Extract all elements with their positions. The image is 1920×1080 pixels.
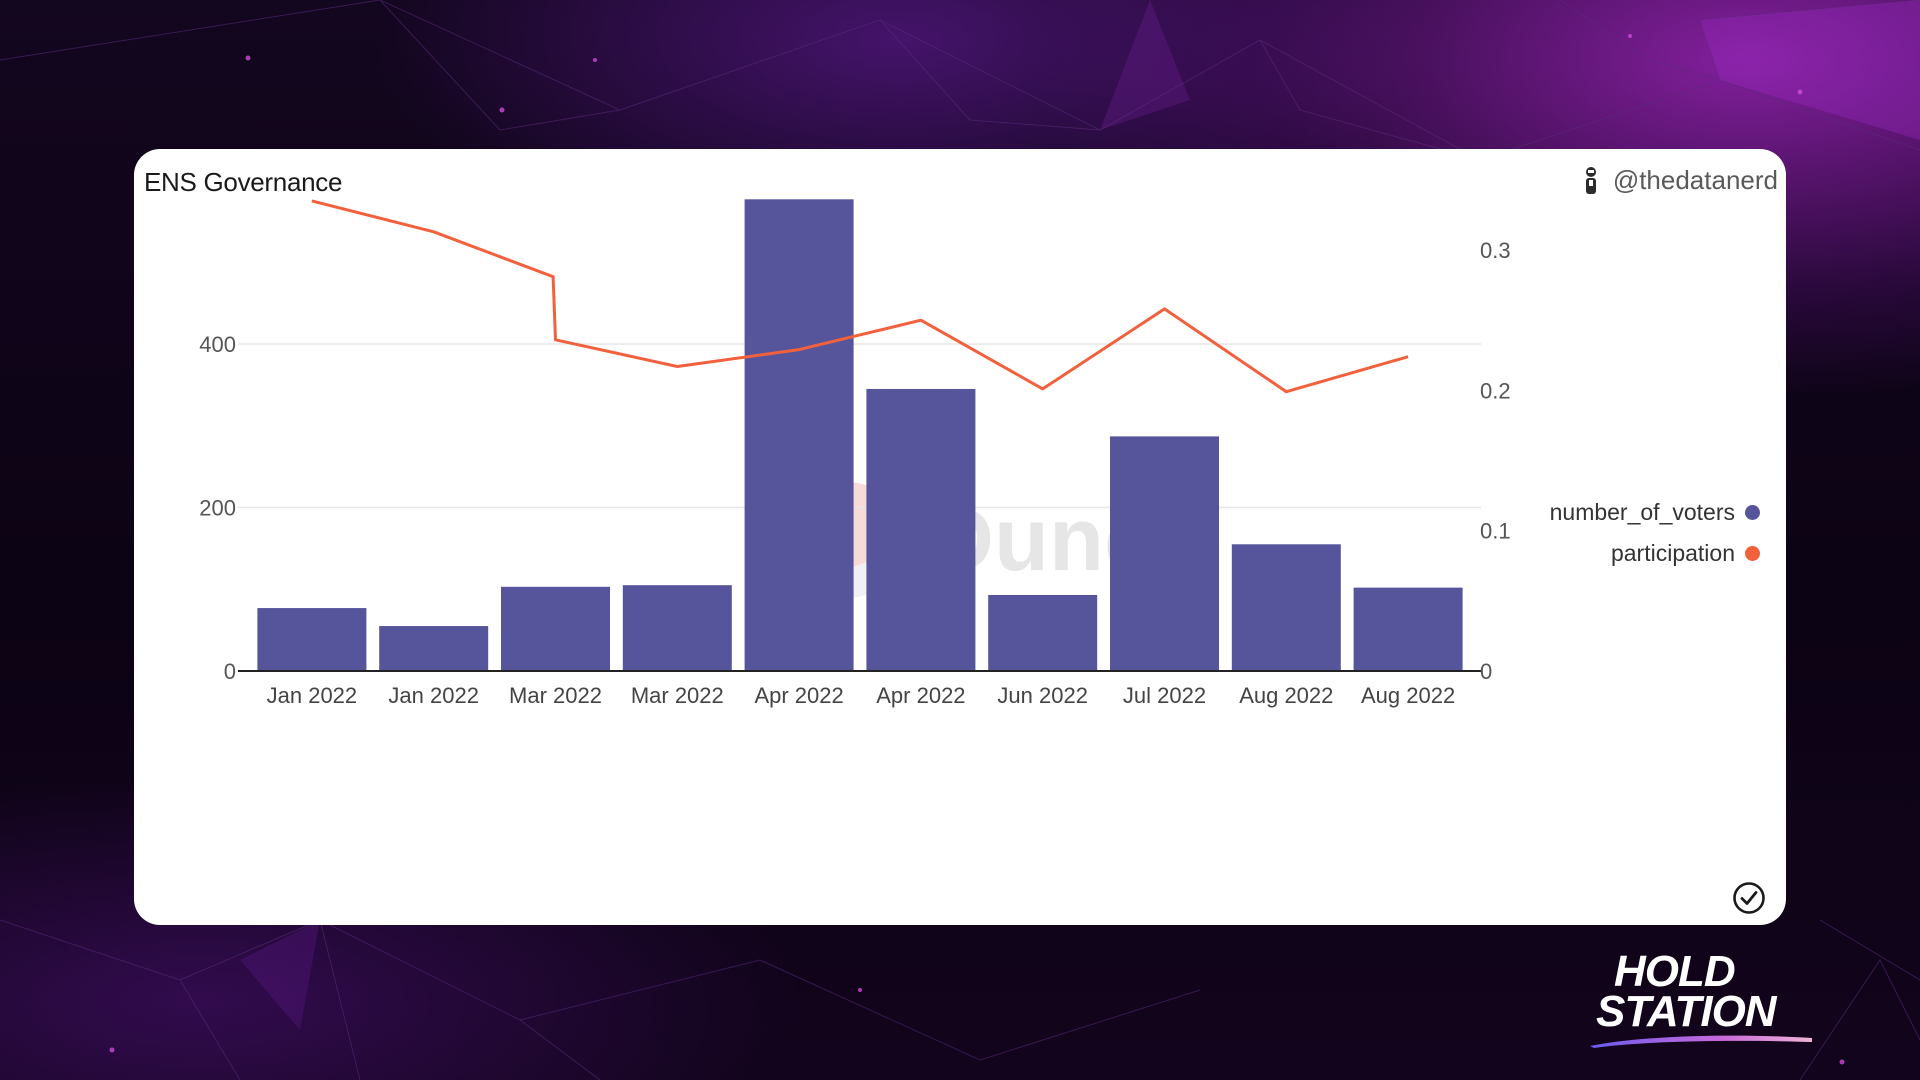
logo-line1: HOLD: [1614, 947, 1736, 996]
legend-item-voters[interactable]: number_of_voters: [1550, 499, 1760, 526]
chart-card: ENS Governance @thedatanerd Dune 0 200 400…: [134, 149, 1786, 925]
y-right-tick-label: 0.1: [1480, 519, 1511, 544]
x-tick-label: Mar 2022: [631, 683, 724, 708]
author-badge[interactable]: @thedatanerd: [1581, 165, 1778, 196]
chart-legend: number_of_voters participation: [1550, 499, 1760, 567]
bar: [744, 199, 854, 672]
legend-swatch: [1745, 505, 1760, 520]
author-handle[interactable]: @thedatanerd: [1612, 165, 1778, 195]
bar: [1231, 544, 1341, 671]
y-right-tick-label: 0: [1480, 659, 1492, 684]
bar: [1353, 587, 1463, 671]
bar: [866, 388, 976, 671]
x-tick-label: Aug 2022: [1361, 683, 1455, 708]
check-circle-icon[interactable]: [1732, 881, 1766, 915]
y-right-tick-label: 0.3: [1480, 238, 1511, 263]
x-tick-label: Jul 2022: [1123, 683, 1206, 708]
bar: [1110, 436, 1219, 671]
logo-line2: STATION: [1596, 987, 1777, 1036]
x-tick-label: Jan 2022: [388, 683, 479, 708]
x-tick-label: Jan 2022: [267, 683, 358, 708]
bar: [988, 594, 1098, 671]
x-tick-label: Mar 2022: [509, 683, 602, 708]
legend-label: number_of_voters: [1549, 499, 1735, 525]
x-tick-label: Apr 2022: [876, 683, 965, 708]
holdstation-logo: HOLD STATION: [1590, 950, 1812, 1050]
y-right-tick-label: 0.2: [1480, 378, 1511, 403]
bar: [501, 586, 610, 671]
bar: [257, 608, 367, 671]
x-tick-label: Aug 2022: [1239, 683, 1333, 708]
bar: [622, 585, 732, 671]
x-tick-label: Jun 2022: [997, 683, 1088, 708]
logo-swoosh: [1590, 1035, 1812, 1048]
legend-label: participation: [1610, 540, 1735, 566]
y-left-tick-label: 200: [199, 496, 236, 521]
bar: [379, 626, 489, 671]
bar-line-chart: 0 200 400 0 0.1 0.2 0.3 Jan 2022 Jan 2022 Mar 202…: [199, 199, 1511, 708]
chart-title: ENS Governance: [144, 167, 343, 197]
avatar-icon: [1585, 166, 1596, 194]
y-left-tick-label: 400: [199, 332, 236, 357]
legend-swatch: [1745, 546, 1760, 561]
participation-line: [311, 199, 1409, 394]
x-tick-label: Apr 2022: [754, 683, 843, 708]
y-left-tick-label: 0: [224, 659, 236, 684]
legend-item-participation[interactable]: participation: [1611, 540, 1760, 567]
